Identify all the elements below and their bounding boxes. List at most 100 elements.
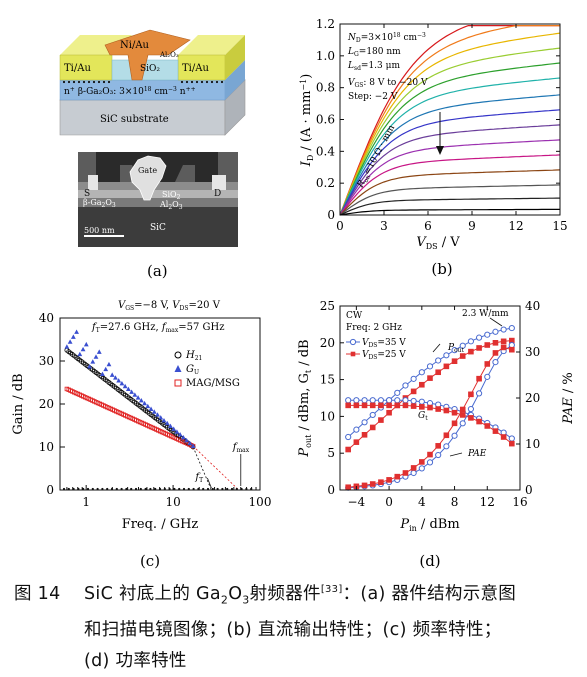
d-pout-25-point: [361, 432, 368, 438]
figure-number: 图 14: [14, 583, 61, 604]
d-pout-35-point: [394, 389, 401, 396]
d-ytick-left-label: 15: [320, 373, 335, 387]
d-pout-35-point: [475, 334, 483, 341]
c-gu-point: [116, 378, 122, 383]
d-pae-25-point: [345, 484, 351, 491]
d-ytick-right-label: 0: [525, 483, 533, 497]
caption-text-4: ：(a) 器件结构示意图: [342, 583, 517, 604]
c-fmax-marker-label: fmax: [232, 442, 250, 454]
c-gu-point: [90, 359, 96, 364]
d-pae-35-point: [435, 451, 442, 459]
d-gt-25-point: [345, 402, 351, 409]
caption-reference[interactable]: [33]: [320, 584, 343, 595]
b-curve-5: [339, 77, 561, 216]
c-legend-marker: [174, 351, 182, 359]
d-pout-35-point: [402, 382, 409, 389]
d-xlabel: Pin / dBm: [399, 517, 459, 533]
d-xtick-label: 0: [385, 495, 393, 509]
b-ytick-label: 0.2: [316, 176, 335, 190]
d-gt-25-point: [500, 434, 507, 440]
c-ytick-label: 20: [39, 397, 54, 411]
d-gt-35-point: [402, 397, 409, 404]
substrate-label: SiC substrate: [100, 114, 169, 125]
c-gu-point: [148, 406, 154, 411]
c-data: [62, 329, 253, 491]
c-gu-point: [135, 395, 141, 400]
source-label: Ti/Au: [64, 63, 91, 74]
panel-c: 1 10 100 0 10 20 30 40 VGS=−8 V, VDS=20 V fT=27…: [0, 288, 300, 573]
d-pout-25-point: [427, 375, 433, 381]
d-pout-25-point: [369, 424, 376, 431]
b-nd-annotation: ND=3×1018 cm−3: [347, 32, 426, 44]
c-legend-label: GU: [186, 364, 199, 376]
b-curves: [339, 25, 561, 216]
d-gt-25-point: [369, 402, 376, 409]
gate-label: Ni/Au: [120, 40, 150, 51]
d-gt-label: Gt: [418, 411, 428, 422]
scale-bar-label: 500 nm: [84, 226, 115, 235]
d-pae-35-point: [410, 469, 417, 477]
d-gt-35-point: [377, 397, 385, 404]
c-gu-point: [67, 339, 73, 344]
d-annotations: CW Freq: 2 GHz 2.3 W/mm VDS=35 V VDS=25 …: [346, 309, 509, 459]
d-density-label: 2.3 W/mm: [462, 309, 509, 319]
d-pout-35-point: [418, 369, 425, 376]
sem-al2o3-label: Al2O3: [159, 200, 183, 211]
d-pae-25-point: [427, 451, 433, 458]
d-pae-35-point: [459, 420, 466, 427]
d-pout-25-point: [353, 439, 360, 445]
c-gu-point: [103, 366, 109, 372]
d-gt-35-point: [418, 398, 425, 405]
panel-d: −4 0 4 8 12 16 0 5 10 15 20 25 0 10 20 30 40 CW Freq: 2 …: [290, 288, 587, 573]
d-gt-25-point: [435, 406, 441, 412]
d-pae-25-point: [402, 470, 409, 476]
c-ytick-label: 30: [39, 354, 54, 368]
d-pae-25-point: [378, 479, 384, 485]
d-ylabel-left: Pout / dBm, Gt / dB: [297, 339, 313, 457]
d-gt-25-point: [394, 402, 401, 409]
d-pae-25-point: [451, 420, 458, 427]
d-gt-35-point: [369, 397, 376, 404]
c-gu-point: [96, 349, 102, 354]
d-pae-25-point: [386, 477, 392, 483]
d-pout-25-point: [378, 417, 384, 423]
b-xtick-label: 9: [468, 219, 476, 233]
d-data: [345, 324, 515, 491]
caption-text-2: O: [228, 583, 243, 604]
c-xtick-label: 1: [82, 495, 90, 509]
c-gu-point: [142, 400, 147, 406]
panel-a: Ni/Au Al₂O₃ SiO₂ Ti/Au Ti/Au n+ β-Ga₂O₃: …: [0, 0, 300, 285]
d-pout-35-point: [467, 338, 475, 345]
d-pae-25-point: [476, 375, 482, 382]
b-curve-6: [339, 94, 561, 216]
d-pout-25-point: [476, 345, 482, 351]
d-ylabel-right: PAE / %: [561, 372, 576, 424]
d-ytick-right-label: 20: [525, 391, 540, 405]
c-gu-point: [93, 354, 99, 359]
c-xlabel: Freq. / GHz: [122, 517, 199, 532]
d-pae-25-point: [394, 473, 401, 480]
b-xtick-label: 0: [336, 219, 344, 233]
panel-b-label: (b): [431, 260, 452, 278]
b-xtick-label: 15: [552, 219, 567, 233]
c-gu-point: [187, 440, 193, 446]
d-pout-35-point: [353, 426, 360, 433]
panel-a-label: (a): [147, 262, 168, 280]
d-cw-label: CW: [346, 311, 363, 321]
c-gu-point: [164, 420, 170, 426]
c-bias-annotation: VGS=−8 V, VDS=20 V: [118, 300, 221, 312]
b-ytick-label: 0.8: [316, 81, 335, 95]
d-gt-25-point: [443, 407, 450, 414]
d-pout-35-point: [500, 326, 507, 333]
d-pout-25-point: [419, 381, 425, 388]
d-ytick-left-label: 20: [320, 336, 335, 350]
c-ytick-label: 10: [39, 440, 54, 454]
d-pae-25-point: [492, 350, 499, 356]
b-curve-2: [339, 32, 561, 216]
d-gt-35-point: [410, 397, 417, 405]
d-ytick-left-label: 25: [320, 299, 335, 313]
c-legend-marker: [174, 365, 182, 372]
channel-label: n+ β-Ga₂O₃: 3×1018 cm−3 n++: [64, 86, 196, 97]
c-gu-point: [190, 443, 196, 448]
d-pout-25-point: [468, 348, 474, 355]
